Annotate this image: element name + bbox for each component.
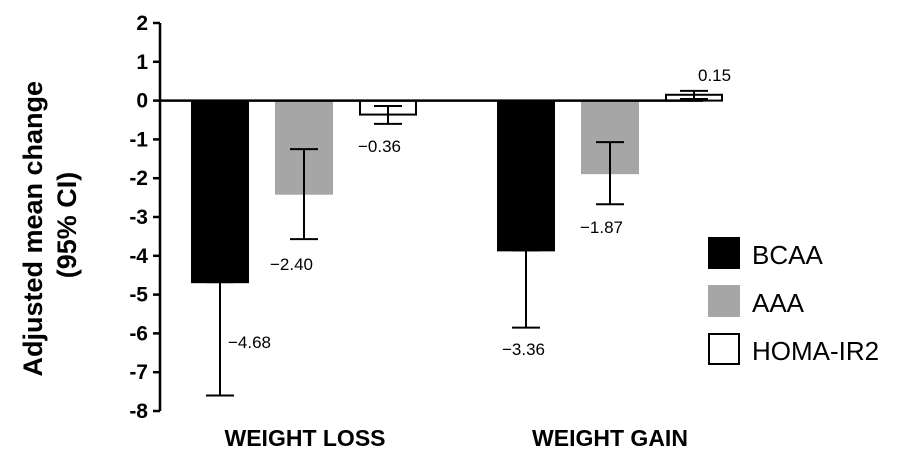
y-tick-label: -2 (129, 167, 148, 190)
x-category-label: WEIGHT LOSS (225, 425, 386, 451)
legend: BCAA AAA HOMA-IR2 (708, 237, 879, 366)
legend-label-homa-ir2: HOMA-IR2 (752, 336, 879, 366)
legend-label-aaa: AAA (752, 288, 805, 318)
y-tick-label: 1 (136, 51, 148, 74)
data-label: −1.87 (580, 218, 623, 237)
bar-bcaa-0 (191, 99, 249, 284)
y-tick-label: 0 (136, 90, 148, 113)
data-label: −2.40 (270, 255, 313, 274)
y-axis-label-line-2: (95% CI) (52, 172, 82, 279)
data-label: −0.36 (358, 137, 401, 156)
y-axis-label: Adjusted mean change (95% CI) (18, 73, 82, 376)
legend-swatch-bcaa (708, 237, 740, 269)
legend-swatch-aaa (708, 285, 740, 317)
y-tick-label: -8 (129, 400, 148, 423)
y-tick-label: -1 (129, 128, 148, 151)
x-category-label: WEIGHT GAIN (532, 425, 688, 451)
y-tick-label: -4 (129, 245, 148, 268)
y-tick-label: -3 (129, 206, 148, 229)
plot-area: 2 1 0 -1 -2 -3 -4 -5 -6 -7 -8 −4.68 −3.36 −2.40 −1.87 −… (129, 12, 731, 451)
y-tick-label: -7 (129, 361, 148, 384)
y-tick-label: 2 (136, 12, 148, 35)
data-label: −4.68 (228, 333, 271, 352)
data-label: −3.36 (502, 340, 545, 359)
legend-swatch-homa-ir2 (708, 333, 740, 365)
legend-label-bcaa: BCAA (752, 240, 823, 270)
data-label: 0.15 (698, 66, 731, 85)
y-tick-label: -5 (129, 284, 148, 307)
y-axis-label-line-1: Adjusted mean change (18, 81, 48, 377)
bar-bcaa-1 (497, 99, 555, 252)
y-tick-label: -6 (129, 322, 148, 345)
